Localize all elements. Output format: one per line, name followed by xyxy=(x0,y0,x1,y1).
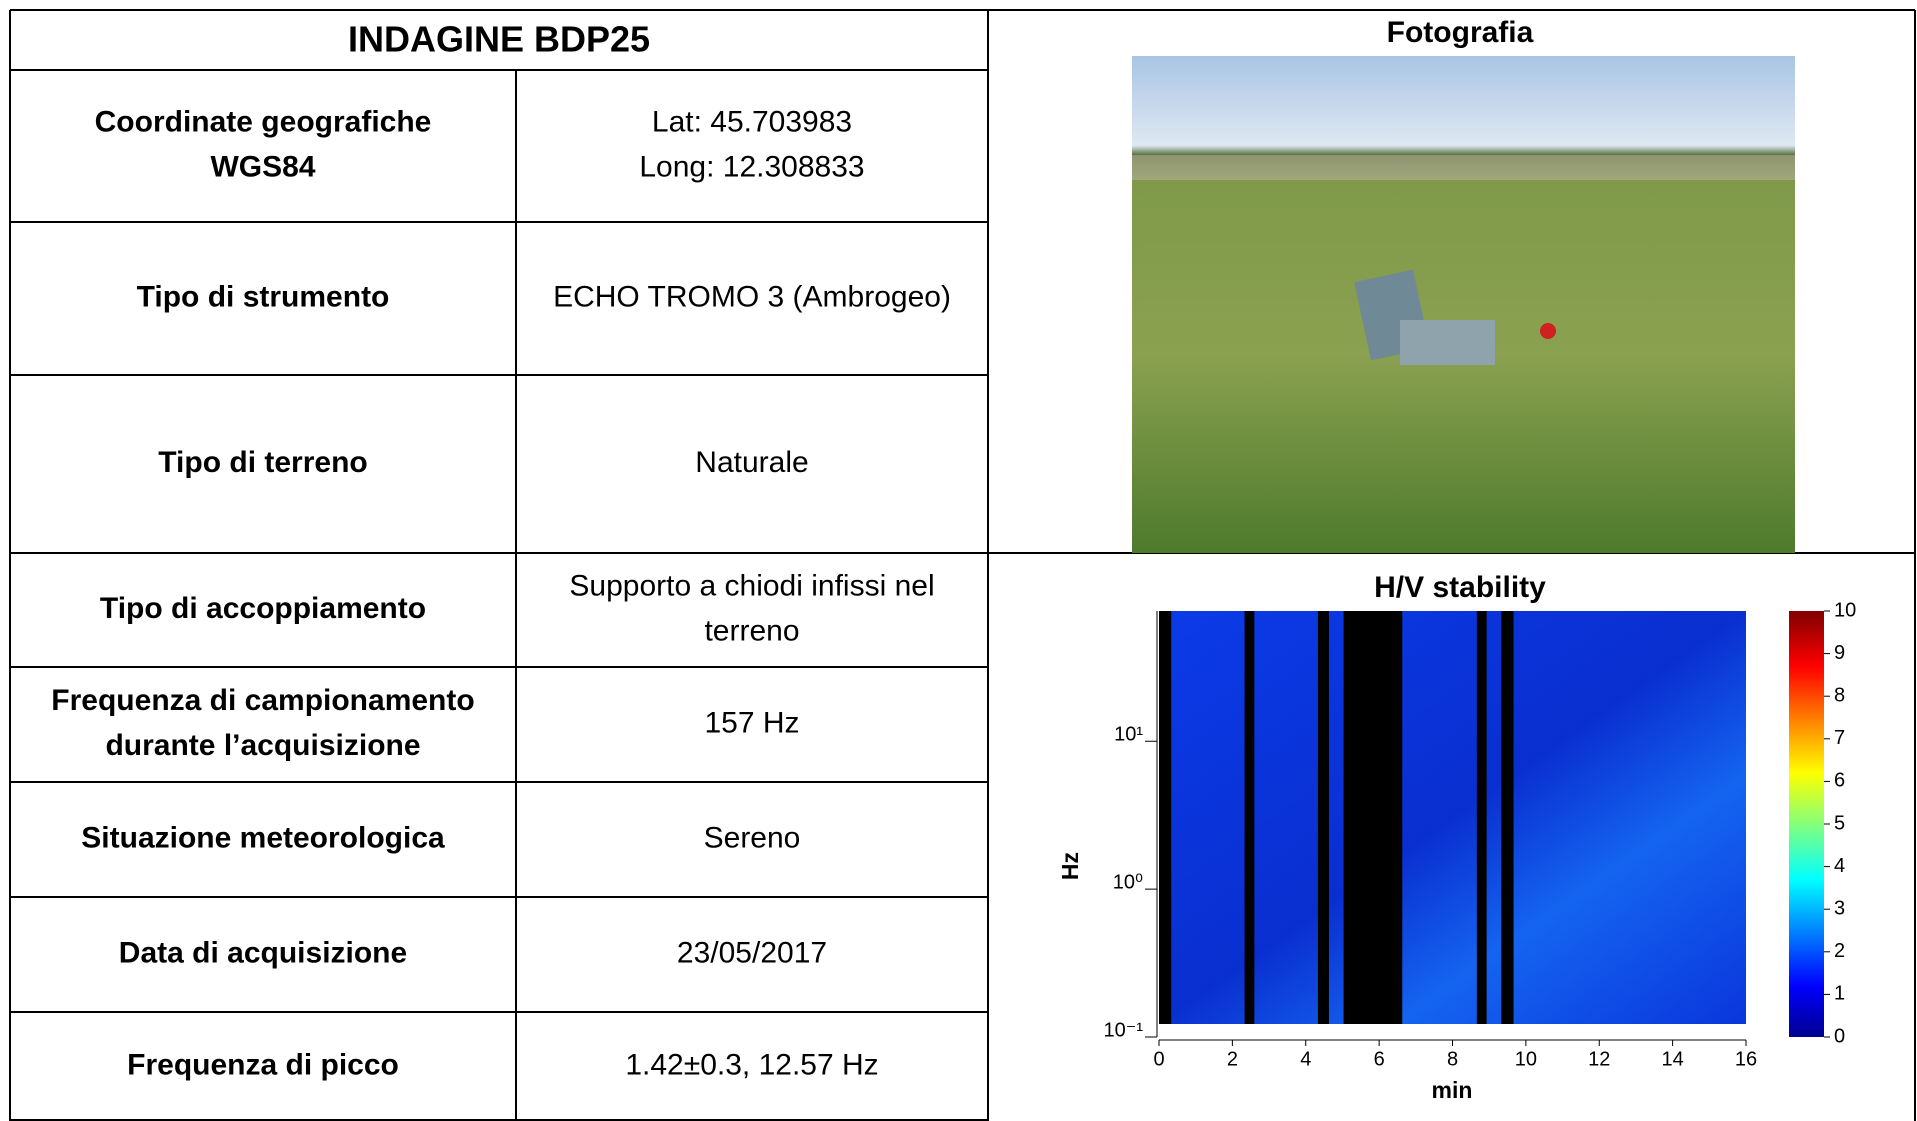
table-title: INDAGINE BDP25 xyxy=(348,19,650,60)
colorbar xyxy=(1789,611,1824,1037)
row-label: Data di acquisizione xyxy=(119,936,407,969)
x-tick-label: 10 xyxy=(1515,1048,1537,1070)
excluded-window xyxy=(1244,611,1255,1024)
x-tick-label: 0 xyxy=(1153,1048,1164,1070)
chart-title: H/V stability xyxy=(1374,571,1546,604)
y-tick-label: 10¹ xyxy=(1114,724,1143,746)
excluded-window xyxy=(1159,611,1172,1024)
x-axis-label: min xyxy=(1432,1077,1473,1103)
row-value: Sereno xyxy=(704,821,801,854)
colorbar-tick-label: 7 xyxy=(1834,727,1845,749)
row-value: Long: 12.308833 xyxy=(639,150,864,183)
y-axis-label: Hz xyxy=(1057,852,1083,880)
photo-title: Fotografia xyxy=(1387,16,1534,49)
colorbar-tick-label: 4 xyxy=(1834,855,1845,877)
colorbar-tick-label: 3 xyxy=(1834,897,1845,919)
row-label: Tipo di strumento xyxy=(137,280,390,313)
excluded-window xyxy=(1317,611,1329,1024)
colorbar-tick-label: 6 xyxy=(1834,770,1845,792)
colorbar-tick-label: 10 xyxy=(1834,599,1856,621)
row-value: Naturale xyxy=(695,446,808,479)
heatmap xyxy=(1159,611,1746,1024)
x-tick-label: 2 xyxy=(1227,1048,1238,1070)
colorbar-tick-label: 1 xyxy=(1834,983,1845,1005)
colorbar-tick-label: 8 xyxy=(1834,684,1845,706)
photo xyxy=(1132,56,1795,553)
x-tick-label: 4 xyxy=(1300,1048,1311,1070)
row-label: Situazione meteorologica xyxy=(81,821,445,854)
x-tick-label: 6 xyxy=(1374,1048,1385,1070)
row-label: Coordinate geografiche xyxy=(95,105,432,138)
y-tick-label: 10⁻¹ xyxy=(1104,1019,1144,1041)
row-label: durante l’acquisizione xyxy=(105,729,420,762)
row-value: Lat: 45.703983 xyxy=(652,105,852,138)
excluded-window xyxy=(1343,611,1403,1024)
x-tick-label: 16 xyxy=(1735,1048,1757,1070)
row-value: 157 Hz xyxy=(704,706,799,739)
excluded-window xyxy=(1476,611,1487,1024)
colorbar-tick-label: 2 xyxy=(1834,940,1845,962)
colorbar-tick-label: 5 xyxy=(1834,812,1845,834)
colorbar-tick-label: 9 xyxy=(1834,642,1845,664)
row-label: Tipo di accoppiamento xyxy=(100,592,426,625)
x-tick-label: 8 xyxy=(1447,1048,1458,1070)
row-label: Tipo di terreno xyxy=(158,446,367,479)
row-value: 1.42±0.3, 12.57 Hz xyxy=(625,1048,878,1081)
x-tick-label: 12 xyxy=(1588,1048,1610,1070)
row-label: WGS84 xyxy=(210,150,315,183)
row-value: terreno xyxy=(704,614,799,647)
excluded-window xyxy=(1501,611,1514,1024)
row-value: ECHO TROMO 3 (Ambrogeo) xyxy=(553,280,951,313)
y-tick-label: 10⁰ xyxy=(1113,871,1143,893)
colorbar-tick-label: 0 xyxy=(1834,1025,1845,1047)
row-value: 23/05/2017 xyxy=(677,936,827,969)
row-label: Frequenza di campionamento xyxy=(51,684,474,717)
row-label: Frequenza di picco xyxy=(127,1048,399,1081)
x-tick-label: 14 xyxy=(1662,1048,1684,1070)
row-value: Supporto a chiodi infissi nel xyxy=(569,569,934,602)
